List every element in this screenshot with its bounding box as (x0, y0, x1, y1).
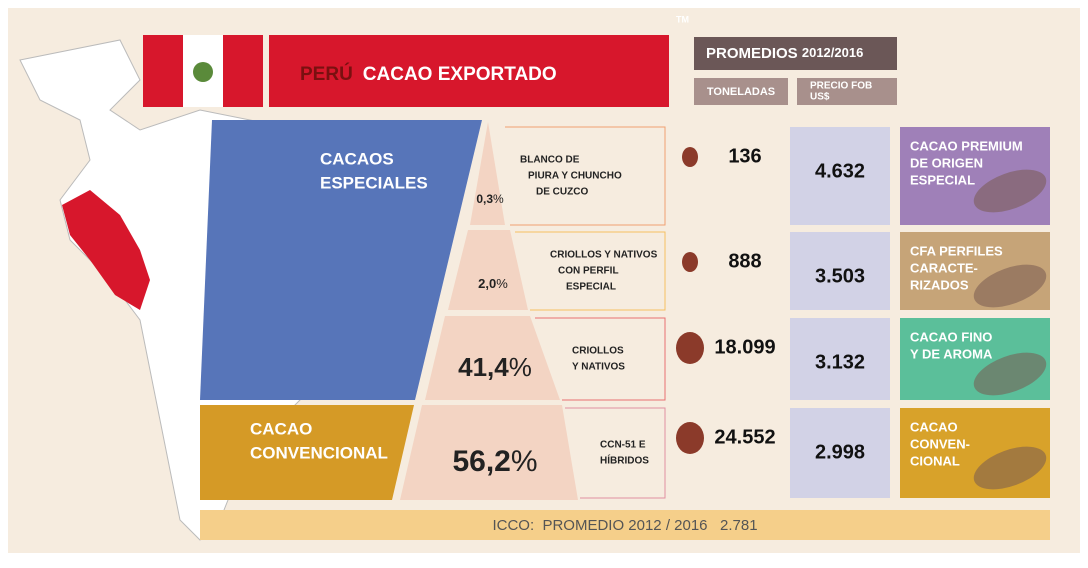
price-label: PRECIO FOB (810, 81, 872, 92)
price-header (797, 78, 897, 105)
percent-sign: % (496, 276, 508, 291)
price: 4.632 (815, 160, 865, 182)
type-label: CACAO FINO (910, 329, 992, 344)
price-box (790, 408, 890, 498)
bracket (505, 126, 666, 226)
tons: 24.552 (714, 426, 775, 448)
bag-icon (682, 252, 698, 272)
share-value: 41,4 (458, 352, 509, 382)
variety-label: CCN-51 E (600, 440, 646, 451)
variety-label: CRIOLLOS (572, 346, 624, 357)
tons: 888 (728, 250, 761, 272)
type-label: RIZADOS (910, 277, 969, 292)
variety-label: CRIOLLOS Y NATIVOS (550, 250, 658, 261)
share: 41,4% (458, 352, 532, 382)
price: 3.503 (815, 265, 865, 287)
peru-map (62, 190, 150, 310)
flag-stripe (223, 35, 263, 107)
variety-label: HÍBRIDOS (600, 454, 649, 467)
type-label: Y DE AROMA (910, 346, 993, 361)
type-label: DE ORIGEN (910, 155, 983, 170)
variety-label: Y NATIVOS (572, 362, 625, 373)
pyramid-tier (448, 230, 528, 310)
group-label: CACAOS (320, 149, 394, 168)
type-label: CONVEN- (910, 436, 970, 451)
type-label: CFA PERFILES (910, 243, 1003, 258)
tons: 18.099 (714, 336, 775, 358)
share-value: 56,2 (452, 445, 510, 478)
type-label: CIONAL (910, 453, 960, 468)
footer-bar (200, 510, 1050, 540)
share-value: 2,0 (478, 276, 496, 291)
pyramid-tier (425, 316, 560, 400)
header-box (269, 35, 669, 107)
group-label: ESPECIALES (320, 173, 428, 192)
percent-sign: % (493, 192, 504, 206)
averages-box (694, 37, 897, 70)
bracket (565, 407, 666, 499)
type-label: CACAO (910, 419, 958, 434)
rows: 0,3% BLANCO DE PIURA Y CHUNCHO DE CUZCO 136 4… (452, 127, 1050, 498)
variety-label: DE CUZCO (536, 187, 588, 198)
group-label: CACAO (250, 419, 312, 438)
averages-title-word: PROMEDIOS (706, 45, 798, 62)
variety-label: BLANCO DE (520, 155, 580, 166)
averages-title: PROMEDIOS 2012/2016 (706, 45, 863, 62)
bracket (515, 231, 666, 311)
share-value: 0,3 (476, 192, 493, 206)
trademark: TM (676, 14, 689, 24)
price-box (790, 232, 890, 310)
price-box (790, 127, 890, 225)
cacao-pod (973, 446, 1047, 490)
bag-icon (676, 332, 704, 364)
tons-header (694, 78, 788, 105)
tons-label: TONELADAS (707, 86, 775, 98)
price-box (790, 318, 890, 400)
group-label: CONVENCIONAL (250, 443, 388, 462)
variety-label: ESPECIAL (566, 282, 616, 293)
country: PERÚ (300, 63, 353, 85)
type-label: CARACTE- (910, 260, 978, 275)
price: 3.132 (815, 351, 865, 373)
tons: 136 (728, 145, 761, 167)
cacao-pod (973, 352, 1047, 396)
price-label: US$ (810, 92, 830, 103)
bracket (535, 317, 666, 401)
percent-sign: % (509, 352, 532, 382)
header-title: CACAO EXPORTADO (363, 64, 557, 85)
averages-period: 2012/2016 (802, 45, 863, 60)
share: 0,3% (476, 192, 504, 206)
type-label: ESPECIAL (910, 172, 975, 187)
footer: ICCO: PROMEDIO 2012 / 2016 2.781 (492, 517, 757, 534)
bag-icon (676, 422, 704, 454)
cacao-pod (973, 264, 1047, 308)
flag-emblem (193, 62, 213, 82)
variety-label: CON PERFIL (558, 266, 619, 277)
share: 2,0% (478, 276, 508, 291)
cacao-pod (973, 169, 1047, 213)
type-label: CACAO PREMIUM (910, 138, 1023, 153)
share: 56,2% (452, 445, 537, 478)
price: 2.998 (815, 441, 865, 463)
special-block (200, 120, 482, 400)
bag-icon (682, 147, 698, 167)
pyramid-tier (400, 405, 578, 500)
percent-sign: % (511, 445, 538, 478)
conventional-block (200, 405, 414, 500)
flag-stripe (143, 35, 183, 107)
variety-label: PIURA Y CHUNCHO (528, 171, 622, 182)
pyramid-tier (470, 122, 505, 225)
